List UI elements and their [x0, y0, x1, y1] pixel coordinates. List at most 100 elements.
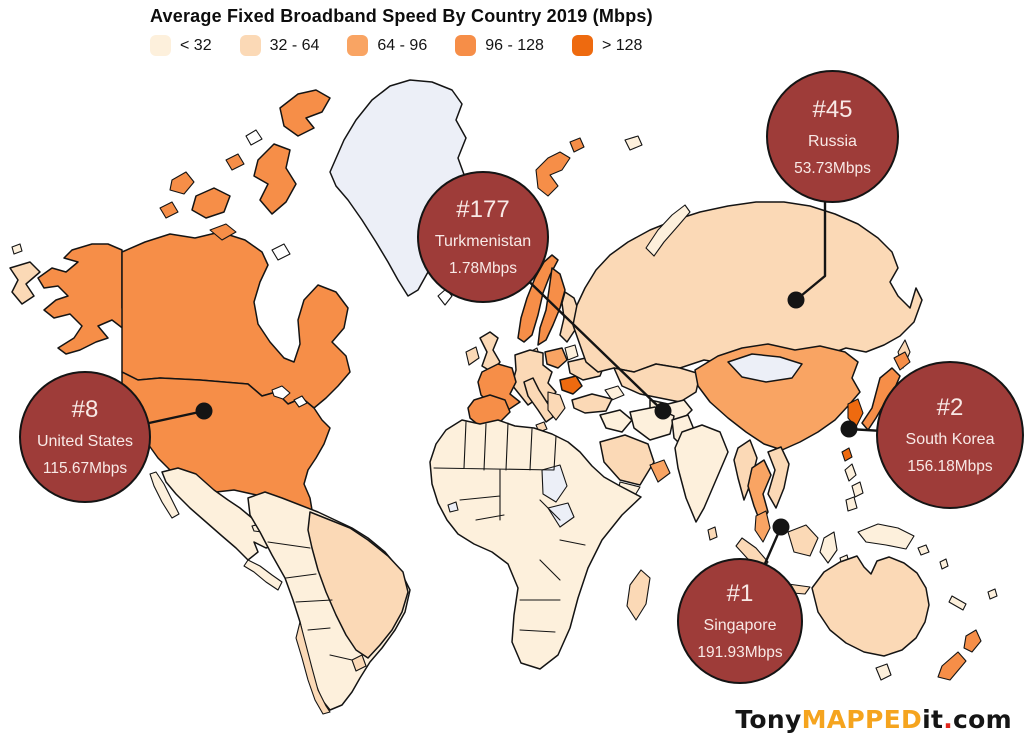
- callout-rank: #8: [71, 396, 99, 423]
- legend-item-gt128: > 128: [571, 35, 642, 56]
- island-arctic-white: [245, 129, 263, 146]
- callout-speed: 53.73Mbps: [794, 159, 871, 177]
- callout-rank: #2: [936, 394, 964, 421]
- islet-left-edge: [11, 243, 23, 255]
- region-balkans: [547, 391, 566, 421]
- country-norway: [517, 254, 559, 343]
- callout-speed: 156.18Mbps: [907, 458, 993, 475]
- marker-south-korea: [840, 420, 858, 438]
- callout-speed: 115.67Mbps: [42, 460, 128, 477]
- island-arctic-small-3: [209, 223, 237, 241]
- region-levant-iraq: [599, 409, 633, 433]
- islands-franz-josef: [624, 135, 643, 151]
- marker-singapore: [772, 518, 790, 536]
- legend-swatch-64-96: [347, 35, 369, 56]
- region-uae-oman: [649, 459, 671, 483]
- islands-vanuatu: [939, 558, 949, 570]
- country-ireland: [465, 346, 480, 366]
- continent-africa: [429, 419, 642, 670]
- callout-bubble-south-korea: #2 South Korea 156.18Mbps: [876, 361, 1024, 509]
- country-madagascar: [626, 569, 651, 621]
- country-australia: [811, 555, 930, 657]
- watermark-part-com: com: [953, 705, 1012, 734]
- region-central-america: [243, 559, 283, 591]
- callout-speed: 1.78Mbps: [448, 260, 518, 277]
- region-africa: [429, 419, 651, 670]
- watermark-part-dot: .: [943, 705, 954, 734]
- country-romania: [559, 375, 583, 395]
- borders-africa: [433, 421, 586, 633]
- callout-country: Singapore: [703, 617, 777, 634]
- island-arctic-small-2: [159, 201, 179, 219]
- country-thailand: [747, 459, 772, 525]
- legend-item-lt32: < 32: [150, 35, 212, 56]
- island-ellesmere: [279, 89, 331, 137]
- islands-solomon: [917, 544, 930, 556]
- island-sulawesi: [819, 531, 838, 564]
- islands-svalbard: [535, 151, 571, 197]
- callout-rank: #177: [456, 196, 510, 223]
- island-tasmania: [875, 663, 892, 681]
- legend-swatch-gt128: [571, 35, 593, 56]
- country-chile: [295, 621, 331, 715]
- marker-united-states: [195, 402, 213, 420]
- callout-bubble-turkmenistan: #177 Turkmenistan 1.78Mbps: [417, 171, 549, 303]
- great-lakes-2: [293, 395, 308, 408]
- island-new-guinea: [857, 523, 915, 550]
- country-saudi-arabia: [599, 434, 655, 486]
- islands-philippines-2: [851, 481, 864, 498]
- islands-novaya-zemlya: [645, 204, 691, 257]
- callout-speed: 191.93Mbps: [697, 644, 783, 661]
- island-arctic-small-1: [225, 153, 245, 171]
- legend-item-32-64: 32 - 64: [239, 35, 320, 56]
- marker-russia: [787, 291, 805, 309]
- callout-country: South Korea: [905, 431, 995, 448]
- country-turkey: [571, 393, 613, 414]
- callout-bubble-singapore: #1 Singapore 191.93Mbps: [677, 558, 803, 684]
- legend-item-64-96: 64 - 96: [347, 35, 427, 56]
- islands-svalbard-2: [569, 137, 585, 153]
- country-sweden: [537, 267, 566, 346]
- callout-country: Turkmenistan: [434, 233, 532, 250]
- country-malaysia: [754, 510, 771, 543]
- watermark-part-it: it: [922, 705, 944, 734]
- islands-philippines-3: [845, 496, 858, 512]
- island-southampton: [271, 243, 291, 261]
- country-kazakhstan: [613, 363, 701, 403]
- region-caucasus: [604, 385, 625, 401]
- callout-bubble-united-states: #8 United States 115.67Mbps: [19, 371, 151, 503]
- island-borneo: [787, 524, 819, 557]
- legend-swatch-96-128: [455, 35, 477, 56]
- island-hokkaido: [893, 351, 911, 371]
- country-taiwan: [841, 447, 853, 462]
- callout-rank: #45: [812, 95, 853, 123]
- legend-label-96-128: 96 - 128: [485, 36, 544, 54]
- legend-item-96-128: 96 - 128: [455, 35, 544, 56]
- country-brazil: [307, 511, 409, 659]
- region-asia: [571, 343, 911, 543]
- watermark-part-tony: Tony: [735, 705, 802, 734]
- country-south-korea-land: [847, 398, 864, 428]
- watermark-logo: TonyMAPPEDit.com: [735, 705, 1012, 734]
- callout-country: Russia: [808, 132, 857, 150]
- country-poland: [544, 347, 568, 369]
- country-central-african-republic: [547, 502, 575, 528]
- great-lakes: [271, 385, 291, 400]
- legend-label-64-96: 64 - 96: [377, 36, 428, 54]
- country-india: [674, 424, 729, 523]
- islands-philippines-1: [844, 463, 857, 482]
- country-vietnam: [767, 446, 790, 509]
- marker-turkmenistan: [654, 402, 672, 420]
- callout-bubble-russia: #45 Russia 53.73Mbps: [766, 70, 899, 203]
- island-banks: [169, 171, 195, 195]
- island-victoria: [191, 187, 231, 219]
- peninsula-baja: [149, 471, 180, 519]
- legend-label-32-64: 32 - 64: [269, 36, 320, 54]
- legend: < 32 32 - 64 64 - 96 96 - 128 > 128: [150, 35, 653, 56]
- island-baffin: [253, 143, 297, 215]
- country-guinea-bissau: [447, 501, 459, 513]
- legend-label-lt32: < 32: [180, 36, 212, 54]
- country-uruguay: [351, 654, 367, 672]
- country-united-kingdom: [479, 331, 501, 373]
